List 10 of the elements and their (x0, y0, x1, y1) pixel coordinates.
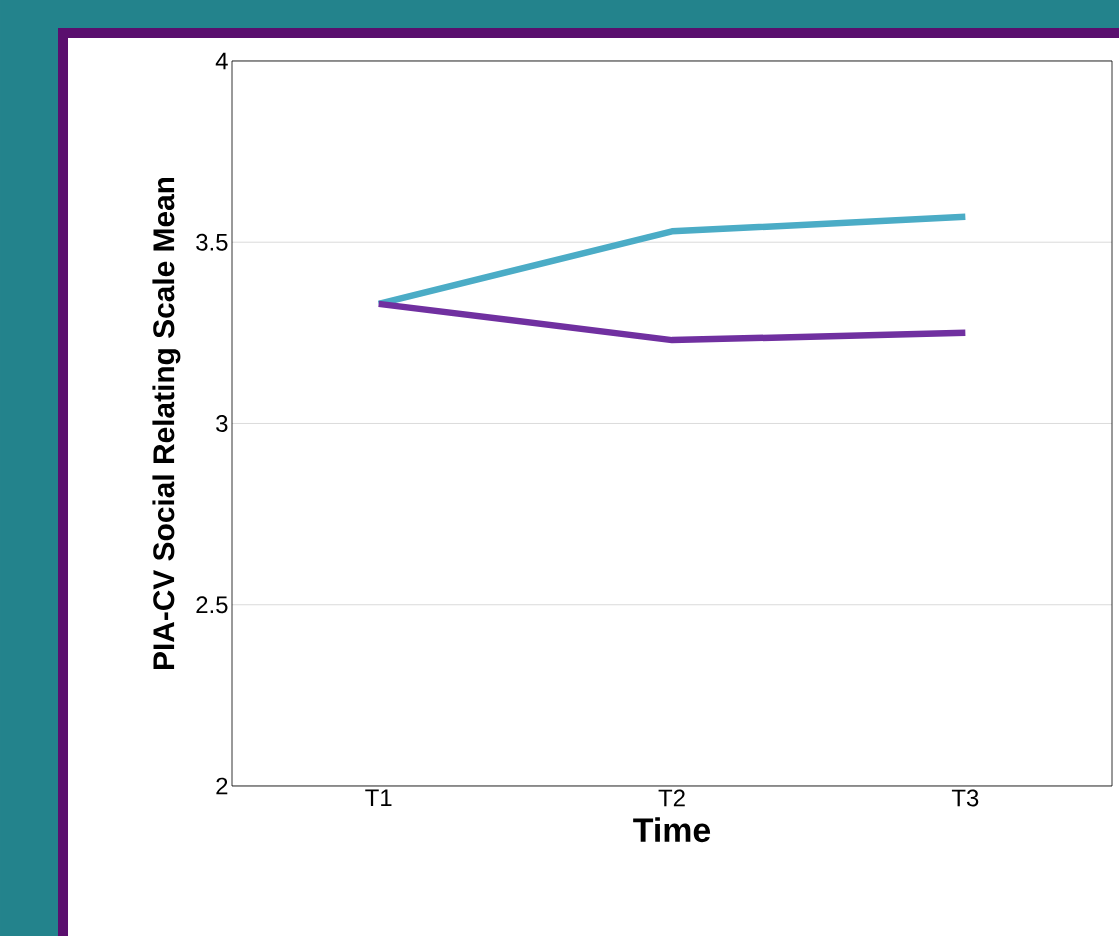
y-tick-label: 2.5 (196, 596, 228, 614)
x-tick-label: T1 (365, 789, 392, 806)
x-tick-label: T2 (658, 789, 685, 807)
y-tick-label: 3 (216, 415, 228, 432)
y-tick-label: 4 (215, 52, 228, 70)
y-tick-label: 2 (216, 777, 228, 795)
x-axis-title: Time (633, 817, 711, 843)
y-axis-title: PIA-CV Social Relating Scale Mean (152, 177, 181, 669)
y-tick-label: 3.5 (196, 233, 228, 251)
x-tick-label: T3 (951, 789, 979, 807)
